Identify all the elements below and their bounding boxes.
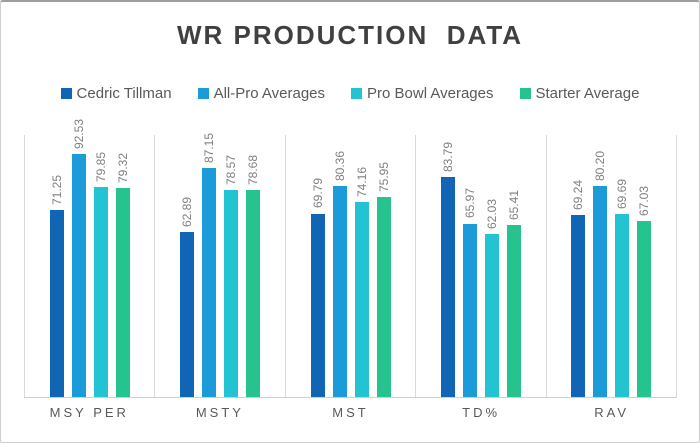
- category-group: 69.79 80.36 74.16 75.95: [284, 135, 415, 397]
- category-group: 83.79 65.97 62.03 65.41: [415, 135, 545, 397]
- bar: 74.16: [354, 167, 369, 397]
- bar-group: 83.79 65.97 62.03 65.41: [416, 135, 545, 397]
- category-label: MSTY: [195, 405, 244, 420]
- bar: 79.85: [93, 152, 108, 397]
- bar-value-label: 74.16: [354, 166, 369, 197]
- bar-value-label: 75.95: [376, 162, 391, 193]
- legend-item-label: Starter Average: [535, 85, 640, 102]
- bar-value-label: 62.03: [484, 198, 499, 229]
- bar-value-label: 78.68: [246, 155, 261, 186]
- bar: 80.36: [332, 151, 347, 397]
- legend-swatch-icon: [197, 88, 209, 99]
- legend-item-label: Pro Bowl Averages: [367, 85, 494, 102]
- bar-group: 69.79 80.36 74.16 75.95: [286, 135, 415, 397]
- bar: 79.32: [115, 153, 130, 397]
- bar: 62.89: [180, 197, 195, 397]
- bar-group: 71.25 92.53 79.85 79.32: [25, 119, 154, 397]
- bar-group: 62.89 87.15 78.57 78.68: [155, 133, 284, 397]
- bar-value-label: 78.57: [224, 155, 239, 186]
- category-label: RAV: [594, 405, 630, 420]
- bar: 69.69: [615, 179, 630, 397]
- bar-value-label: 87.15: [202, 132, 217, 163]
- bar: 69.24: [571, 180, 586, 397]
- bar-value-label: 79.32: [115, 153, 130, 184]
- category-group: 71.25 92.53 79.85 79.32: [24, 119, 154, 397]
- bar-value-label: 65.41: [506, 189, 521, 220]
- bar: 78.57: [224, 155, 239, 397]
- legend: Cedric Tillman All-Pro Averages Pro Bowl A…: [1, 85, 699, 102]
- bar: 65.41: [506, 190, 521, 397]
- bar-value-label: 65.97: [462, 188, 477, 219]
- legend-item: Pro Bowl Averages: [351, 85, 494, 102]
- bar-value-label: 69.24: [571, 179, 586, 210]
- legend-item-label: Cedric Tillman: [76, 85, 172, 102]
- category-axis: MSY PER MSTY MST TD% RAV: [24, 405, 677, 420]
- bar-value-label: 83.79: [440, 141, 455, 172]
- bar: 62.03: [484, 199, 499, 397]
- legend-item: All-Pro Averages: [197, 85, 326, 102]
- bar-value-label: 69.69: [615, 178, 630, 209]
- legend-swatch-icon: [351, 88, 363, 99]
- bar-value-label: 80.36: [332, 150, 347, 181]
- bar-group: 69.24 80.20 69.69 67.03: [547, 135, 676, 397]
- category-label: TD%: [462, 405, 501, 420]
- bar-value-label: 71.25: [49, 174, 64, 205]
- bar: 83.79: [440, 142, 455, 397]
- bar-value-label: 62.89: [180, 196, 195, 227]
- bar: 67.03: [637, 186, 652, 397]
- category-label: MSY PER: [49, 405, 129, 420]
- legend-item-label: All-Pro Averages: [213, 85, 326, 102]
- bar: 75.95: [376, 162, 391, 397]
- bar: 92.53: [71, 119, 86, 397]
- bar: 71.25: [49, 175, 64, 397]
- category-group: 69.24 80.20 69.69 67.03: [545, 135, 676, 397]
- bar: 69.79: [310, 178, 325, 397]
- bar-value-label: 92.53: [71, 118, 86, 149]
- bar: 78.68: [246, 155, 261, 397]
- category-label: MST: [332, 405, 369, 420]
- bar-value-label: 67.03: [637, 185, 652, 216]
- bar-value-label: 79.85: [93, 151, 108, 182]
- bar: 65.97: [462, 188, 477, 397]
- bar-value-label: 69.79: [310, 178, 325, 209]
- category-group: 62.89 87.15 78.57 78.68: [154, 133, 284, 397]
- bar-value-label: 80.20: [593, 151, 608, 182]
- legend-item: Starter Average: [519, 85, 640, 102]
- plot-area: 71.25 92.53 79.85 79.32 62.89 87.15 78.57 78.68…: [24, 119, 677, 398]
- legend-swatch-icon: [60, 88, 72, 99]
- legend-item: Cedric Tillman: [60, 85, 172, 102]
- bar: 87.15: [202, 133, 217, 397]
- bar: 80.20: [593, 151, 608, 397]
- legend-swatch-icon: [519, 88, 531, 99]
- chart-title: WR PRODUCTION DATA: [176, 20, 524, 50]
